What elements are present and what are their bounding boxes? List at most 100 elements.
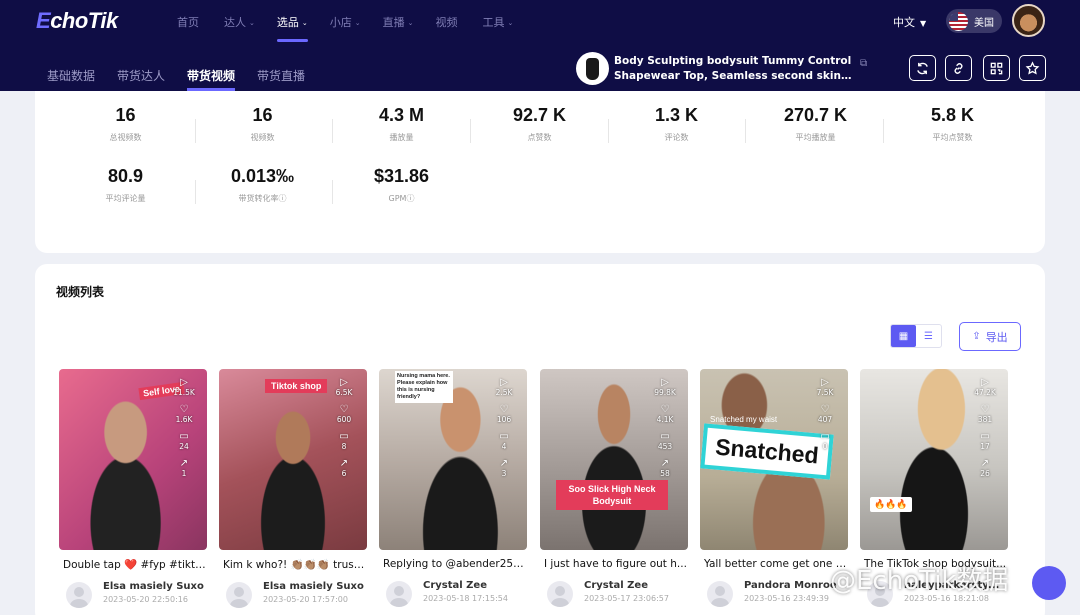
tab-sales-creators[interactable]: 带货达人: [117, 69, 166, 83]
video-card[interactable]: Self love ▷ 11.5K ♡ 1.6K ▭ 24 ↗ 1 Double tap…: [59, 369, 207, 609]
share-icon: ↗: [179, 458, 189, 469]
qrcode-icon: [990, 62, 1003, 74]
stat-avg-likes: 5.8 K 平均点赞数: [930, 105, 975, 142]
author-row[interactable]: Pandora Monroe 2023-05-16 23:49:39: [700, 578, 848, 608]
publish-date: 2023-05-16 23:49:39: [744, 594, 829, 603]
stat-gpm: $31.86 GPMⓘ: [373, 166, 430, 203]
nav-item-creators[interactable]: 达人 ⌄: [224, 16, 255, 29]
stats-card: 16 总视频数 16 视频数 4.3 M 播放量 92.7 K 点赞数 1.3 K 评论数…: [35, 91, 1045, 253]
avatar: [707, 581, 733, 607]
video-metrics: ▷ 6.5K ♡ 600 ▭ 8 ↗ 6: [327, 377, 361, 485]
video-card[interactable]: Tiktok shop ▷ 6.5K ♡ 600 ▭ 8 ↗ 6 Kim k who?!…: [219, 369, 367, 609]
divider: [608, 119, 609, 143]
chevron-down-icon: ⌄: [354, 19, 361, 27]
stat-avg-plays: 270.7 K 平均播放量: [783, 105, 848, 142]
avatar: [226, 582, 252, 608]
play-icon: ▷: [821, 377, 829, 388]
qrcode-button[interactable]: [983, 55, 1010, 81]
heart-icon: ♡: [339, 404, 349, 415]
video-thumbnail[interactable]: Soo Slick High Neck Bodysuit ▷ 99.8K ♡ 4.1…: [540, 369, 688, 550]
comment-icon: ▭: [820, 431, 830, 442]
star-icon: [1025, 60, 1040, 75]
video-caption: Nursing mama here. Please explain how th…: [395, 371, 453, 403]
link-icon: [954, 62, 963, 74]
grid-icon: ▦: [898, 330, 909, 342]
video-title[interactable]: Double tap ❤️ #fyp #tikto...: [63, 559, 207, 571]
stat-conversion-rate: 0.013‰ 带货转化率ⓘ: [230, 166, 295, 203]
divider: [195, 180, 196, 204]
publish-date: 2023-05-20 22:50:16: [103, 595, 188, 604]
divider: [883, 119, 884, 143]
share-icon: ↗: [660, 458, 670, 469]
favorite-button[interactable]: [1019, 55, 1046, 81]
divider: [332, 180, 333, 204]
chevron-down-icon: ⌄: [301, 19, 308, 27]
product-thumbnail: [576, 52, 609, 85]
video-metrics: ▷ 47.2K ♡ 381 ▭ 17 ↗ 26: [968, 377, 1002, 485]
video-thumbnail[interactable]: Self love ▷ 11.5K ♡ 1.6K ▭ 24 ↗ 1: [59, 369, 207, 550]
heart-icon: ♡: [179, 404, 189, 415]
nav-item-shops[interactable]: 小店 ⌄: [329, 16, 361, 29]
video-caption: Soo Slick High Neck Bodysuit: [556, 480, 668, 510]
chevron-down-icon: ⌄: [249, 19, 255, 27]
author-name: haleyparkersty...: [904, 580, 1000, 591]
video-card[interactable]: Nursing mama here. Please explain how th…: [379, 369, 527, 608]
divider: [745, 119, 746, 143]
author-name: Elsa masiely Suxo: [103, 581, 204, 592]
author-row[interactable]: Elsa masiely Suxo 2023-05-20 22:50:16: [59, 579, 207, 609]
copy-icon[interactable]: ⧉: [860, 58, 868, 69]
view-toggle: ▦ ☰: [890, 324, 942, 348]
region-selector[interactable]: 美国: [946, 9, 1002, 33]
video-card[interactable]: Snatched my waist Snatched ▷ 7.5K ♡ 407 ▭ 0…: [700, 369, 848, 608]
author-row[interactable]: Crystal Zee 2023-05-18 17:15:54: [379, 578, 527, 608]
divider: [332, 119, 333, 143]
nav-item-tools[interactable]: 工具 ⌄: [482, 16, 514, 29]
tab-basic-data[interactable]: 基础数据: [47, 69, 96, 83]
video-title[interactable]: Yall better come get one o...: [704, 558, 848, 570]
echotik-logo[interactable]: EchoTik: [36, 8, 118, 33]
us-flag-icon: [949, 11, 968, 31]
video-title[interactable]: Kim k who?! 👏🏽👏🏽👏🏽 trust...: [223, 559, 367, 571]
list-icon: ☰: [924, 330, 933, 342]
video-title[interactable]: I just have to figure out h...: [544, 558, 687, 570]
nav-item-products[interactable]: 选品 ⌄: [266, 0, 319, 44]
author-row[interactable]: haleyparkersty... 2023-05-16 18:21:08: [860, 578, 1008, 608]
video-thumbnail[interactable]: Snatched my waist Snatched ▷ 7.5K ♡ 407 ▭ 0: [700, 369, 848, 550]
language-selector[interactable]: 中文 ▼: [893, 16, 927, 29]
nav-item-live[interactable]: 直播 ⌄: [382, 16, 414, 29]
export-button[interactable]: ⇪ 导出: [959, 322, 1021, 351]
video-caption-small: Snatched my waist: [710, 415, 778, 424]
avatar: [66, 582, 92, 608]
author-row[interactable]: Crystal Zee 2023-05-17 23:06:57: [540, 578, 688, 608]
video-card[interactable]: Soo Slick High Neck Bodysuit ▷ 99.8K ♡ 4.1…: [540, 369, 688, 608]
heart-icon: ♡: [820, 404, 830, 415]
divider: [470, 119, 471, 143]
user-avatar[interactable]: [1012, 4, 1045, 37]
author-name: Crystal Zee: [584, 580, 648, 591]
play-icon: ▷: [500, 377, 508, 388]
list-view-button[interactable]: ☰: [916, 325, 941, 347]
support-button[interactable]: [1032, 566, 1066, 600]
chevron-down-icon: ⌄: [507, 19, 514, 27]
avatar: [547, 581, 573, 607]
publish-date: 2023-05-20 17:57:00: [263, 595, 348, 604]
video-metrics: ▷ 2.5K ♡ 106 ▭ 4 ↗ 3: [487, 377, 521, 485]
tab-sales-videos[interactable]: 带货视频: [176, 56, 246, 91]
grid-view-button[interactable]: ▦: [891, 325, 916, 347]
nav-item-home[interactable]: 首页: [177, 16, 199, 29]
nav-item-videos[interactable]: 视频: [435, 16, 458, 29]
share-icon: ↗: [980, 458, 990, 469]
video-thumbnail[interactable]: 🔥🔥🔥 ▷ 47.2K ♡ 381 ▭ 17 ↗ 26: [860, 369, 1008, 550]
product-subnav: 基础数据 带货达人 带货视频 带货直播: [36, 56, 316, 91]
video-thumbnail[interactable]: Nursing mama here. Please explain how th…: [379, 369, 527, 550]
video-title[interactable]: Replying to @abender251...: [383, 558, 527, 570]
author-row[interactable]: Elsa masiely Suxo 2023-05-20 17:57:00: [219, 579, 367, 609]
heart-icon: ♡: [980, 404, 990, 415]
publish-date: 2023-05-18 17:15:54: [423, 594, 508, 603]
divider: [195, 119, 196, 143]
tab-sales-live[interactable]: 带货直播: [257, 69, 306, 83]
link-button[interactable]: [945, 55, 972, 81]
video-thumbnail[interactable]: Tiktok shop ▷ 6.5K ♡ 600 ▭ 8 ↗ 6: [219, 369, 367, 550]
video-card[interactable]: 🔥🔥🔥 ▷ 47.2K ♡ 381 ▭ 17 ↗ 26 The TikTok shop …: [860, 369, 1008, 608]
refresh-button[interactable]: [909, 55, 936, 81]
